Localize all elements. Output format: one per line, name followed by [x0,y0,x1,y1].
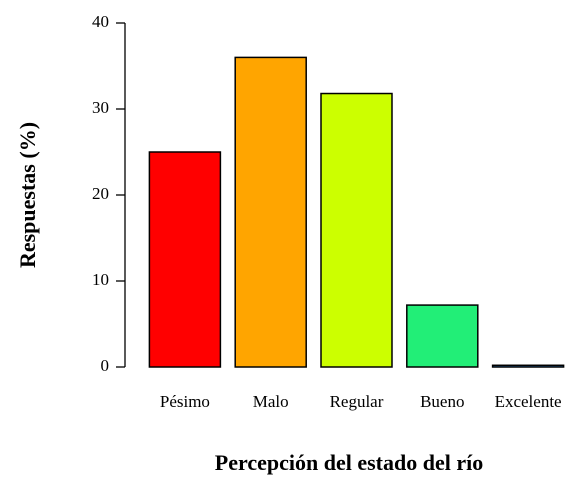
x-tick-label: Bueno [420,392,464,411]
bar [320,92,393,368]
y-tick-label: 0 [101,356,110,375]
x-axis-title: Percepción del estado del río [215,450,483,475]
x-tick-label: Regular [330,392,384,411]
bar [148,151,222,368]
y-tick-label: 30 [92,98,109,117]
bar [491,364,565,368]
x-tick-label: Pésimo [160,392,210,411]
x-tick-label: Excelente [495,392,562,411]
x-tick-label: Malo [253,392,289,411]
y-tick-label: 20 [92,184,109,203]
y-tick-label: 40 [92,12,109,31]
y-axis-title: Respuestas (%) [15,122,40,268]
bar [234,56,307,368]
bar [406,304,479,368]
y-tick-label: 10 [92,270,109,289]
